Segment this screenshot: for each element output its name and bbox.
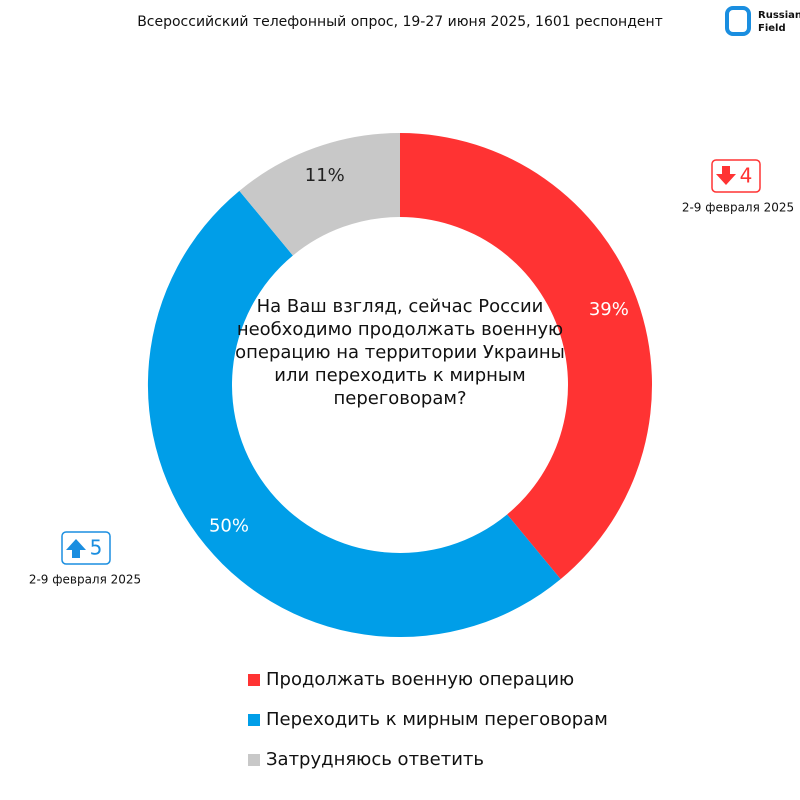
badge-arrow [716,166,736,185]
legend-label: Затрудняюсь ответить [266,749,484,770]
badge-value: 5 [90,536,103,560]
badge-note: 2-9 февраля 2025 [682,201,794,215]
legend-swatch [248,714,260,726]
center-text: переговорам? [333,388,466,409]
legend-label: Продолжать военную операцию [266,669,574,690]
chart-title: Всероссийский телефонный опрос, 19-27 ию… [137,14,663,30]
slice [239,133,400,256]
logo-text: Field [758,23,786,34]
slice [147,190,561,638]
value-label: 11% [305,165,345,186]
change-badge: 5 2-9 февраля 2025 [29,531,141,587]
center-text: или переходить к мирным [274,365,525,386]
legend-label: Переходить к мирным переговорам [266,709,608,730]
badge-value: 4 [740,164,753,188]
slice [400,133,652,580]
badge-note: 2-9 февраля 2025 [29,573,141,587]
legend-swatch [248,674,260,686]
legend-swatch [248,754,260,766]
center-text: На Ваш взгляд, сейчас России [257,296,544,317]
logo-text: Russian [758,10,800,21]
center-text: операцию на территории Украины [235,342,565,363]
logo-icon [725,6,751,36]
center-text: необходимо продолжать военную [237,319,563,340]
value-label: 50% [209,516,249,537]
badge-arrow [66,539,86,558]
change-badge: 4 2-9 февраля 2025 [682,159,794,215]
value-label: 39% [589,299,629,320]
logo: Russian Field [725,6,800,36]
